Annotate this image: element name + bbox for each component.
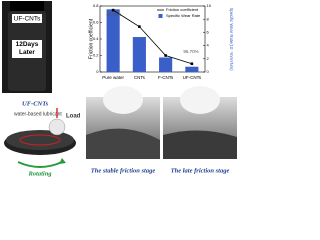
y2-tick-label: 4 — [207, 43, 210, 48]
y2-tick-label: 10 — [207, 3, 212, 8]
annotation: 96.70% — [183, 49, 198, 54]
y-tick-label: 0 — [96, 69, 99, 74]
legend-swatch — [158, 14, 163, 18]
vial-caption: 12Days Later — [15, 41, 39, 56]
lubricant-label: water-based lubricant — [14, 111, 62, 117]
bar — [159, 57, 173, 72]
bar — [132, 37, 146, 72]
y2-tick-label: 0 — [207, 69, 210, 74]
vial-photo: UF-CNTs 12Days Later — [2, 1, 52, 93]
y2-tick-label: 6 — [207, 29, 210, 34]
bar — [185, 66, 199, 72]
line-marker — [164, 54, 167, 57]
diagram: UF-CNTs water-based lubricant Load Rotat… — [4, 86, 237, 177]
legend-label: Specific Wear Rate — [166, 13, 201, 18]
y2-tick-label: 8 — [207, 16, 210, 21]
load-label: Load — [66, 114, 81, 120]
line-marker — [111, 8, 115, 12]
y2-tick-label: 2 — [207, 56, 210, 61]
x-tick-label: F-CNTs — [158, 75, 174, 80]
y-axis-label: Friction coefficient — [88, 18, 94, 59]
line-marker — [138, 25, 141, 28]
line-marker — [190, 62, 194, 66]
legend-label: Friction coefficient — [166, 7, 199, 12]
chart: 0 0.2 0.4 0.6 0.8 0 2 4 6 8 10 Friction coefficient… — [88, 3, 234, 80]
diagram-title: UF-CNTs — [22, 100, 49, 107]
y-tick-label: 0.4 — [93, 36, 99, 41]
x-tick-label: CNTs — [134, 75, 146, 80]
stage-label: The late friction stage — [171, 167, 230, 174]
stage-label: The stable friction stage — [91, 167, 156, 174]
vial-label: UF-CNTs — [14, 16, 41, 23]
line — [112, 9, 192, 65]
annotation: 95.66% — [106, 12, 121, 17]
y-tick-label: 0.2 — [93, 53, 99, 58]
x-tick-label: UF-CNTs — [183, 75, 202, 80]
y2-axis-label: Specific Wear Rate(10⁻⁷mm³/Nm) — [229, 8, 234, 72]
x-tick-label: Pure water — [102, 75, 124, 80]
y-tick-label: 0.6 — [93, 20, 99, 25]
y-tick-label: 0.8 — [93, 3, 99, 8]
bar — [106, 9, 120, 73]
rotating-label: Rotating — [27, 170, 52, 177]
graphical-abstract: UF-CNTs 12Days Later 0 0.2 0.4 0.6 0.8 0 2 4 6 8 1… — [2, 1, 237, 177]
